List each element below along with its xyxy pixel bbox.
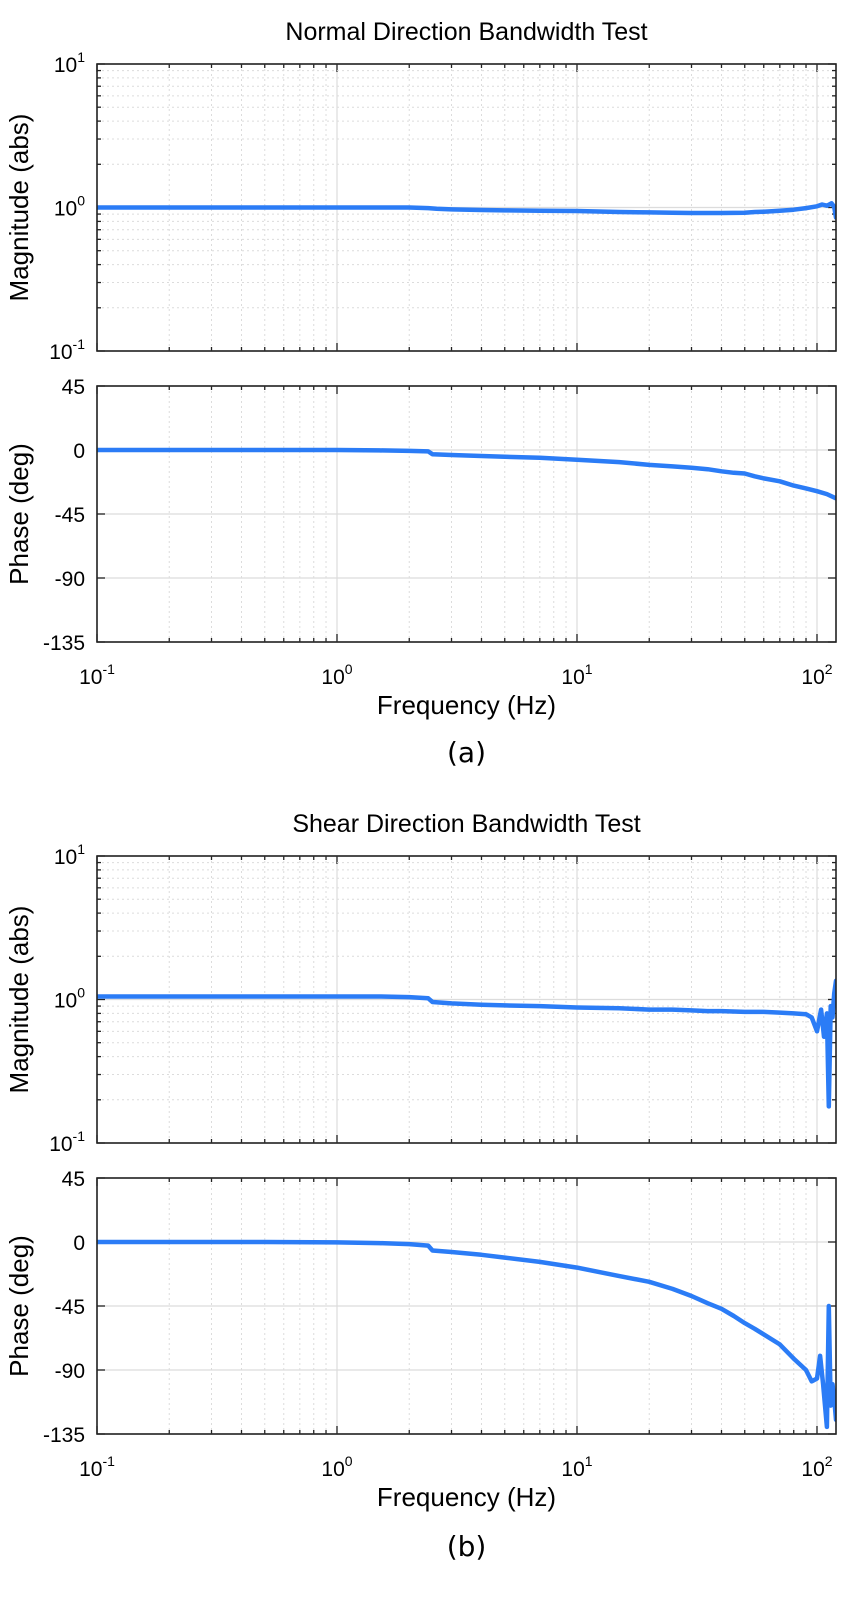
- axes-frame: [96, 63, 837, 352]
- y-tick-label: 10-1: [49, 1128, 85, 1156]
- y-axis-label: Magnitude (abs): [4, 114, 34, 302]
- y-tick-label: -45: [55, 504, 85, 527]
- y-tick-label: 45: [62, 376, 85, 399]
- y-tick-label: 0: [73, 1232, 85, 1255]
- y-tick-label: 100: [54, 985, 85, 1013]
- y-tick-label: -90: [55, 1360, 85, 1383]
- figure-caption: (a): [447, 736, 486, 769]
- y-tick-label: -135: [43, 632, 85, 655]
- y-tick-label: 10-1: [49, 336, 85, 364]
- y-axis-label: Magnitude (abs): [4, 906, 34, 1094]
- axes-frame: [96, 385, 837, 643]
- x-axis-label: Frequency (Hz): [377, 690, 556, 720]
- x-tick-label: 101: [561, 1453, 592, 1481]
- subplot-magnitude: 101 100 10-1 Magnitude (abs): [4, 49, 837, 364]
- x-tick-label: 100: [321, 1453, 352, 1481]
- x-tick-label: 102: [801, 661, 832, 689]
- axes-frame: [96, 855, 837, 1144]
- y-tick-label: 45: [62, 1168, 85, 1191]
- x-tick-label: 102: [801, 1453, 832, 1481]
- y-axis-label: Phase (deg): [4, 443, 34, 585]
- x-axis-label: Frequency (Hz): [377, 1482, 556, 1512]
- chart-title: Normal Direction Bandwidth Test: [285, 18, 647, 46]
- series-line: [97, 201, 836, 220]
- y-tick-label: -135: [43, 1424, 85, 1447]
- y-tick-label: 101: [54, 49, 85, 77]
- y-axis-label: Phase (deg): [4, 1235, 34, 1377]
- series-line: [97, 978, 836, 1109]
- y-tick-label: 0: [73, 440, 85, 463]
- y-tick-label: -90: [55, 568, 85, 591]
- y-tick-label: 101: [54, 841, 85, 869]
- y-tick-label: -45: [55, 1296, 85, 1319]
- y-tick-label: 100: [54, 193, 85, 221]
- subplot-phase: 45 0 -45 -90 -135 Phase (deg): [4, 376, 837, 655]
- subplot-magnitude: 101 100 10-1 Magnitude (abs): [4, 841, 837, 1156]
- figure-caption: (b): [447, 1530, 487, 1563]
- chart-panel-0: Normal Direction Bandwidth Test 101 100 10-…: [4, 18, 837, 769]
- x-tick-label: 100: [321, 661, 352, 689]
- subplot-phase: 45 0 -45 -90 -135 Phase (deg): [4, 1168, 837, 1447]
- series-line: [97, 1239, 836, 1430]
- chart-panel-1: Shear Direction Bandwidth Test 101 100 10-1…: [4, 810, 837, 1563]
- x-tick-label: 101: [561, 661, 592, 689]
- x-tick-label: 10-1: [79, 661, 115, 689]
- series-line: [97, 447, 836, 501]
- axes-frame: [96, 1177, 837, 1435]
- chart-title: Shear Direction Bandwidth Test: [292, 810, 640, 838]
- x-tick-label: 10-1: [79, 1453, 115, 1481]
